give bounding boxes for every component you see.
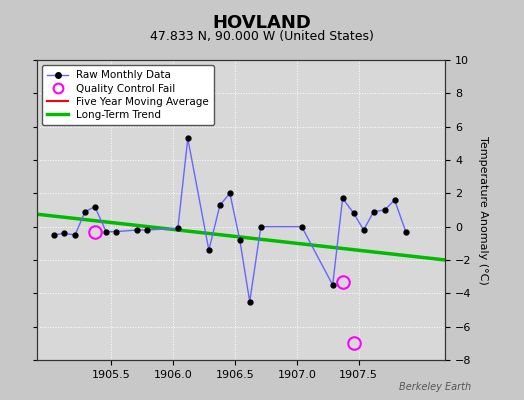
Text: HOVLAND: HOVLAND: [213, 14, 311, 32]
Legend: Raw Monthly Data, Quality Control Fail, Five Year Moving Average, Long-Term Tren: Raw Monthly Data, Quality Control Fail, …: [42, 65, 214, 125]
Text: 47.833 N, 90.000 W (United States): 47.833 N, 90.000 W (United States): [150, 30, 374, 43]
Y-axis label: Temperature Anomaly (°C): Temperature Anomaly (°C): [478, 136, 488, 284]
Text: Berkeley Earth: Berkeley Earth: [399, 382, 472, 392]
